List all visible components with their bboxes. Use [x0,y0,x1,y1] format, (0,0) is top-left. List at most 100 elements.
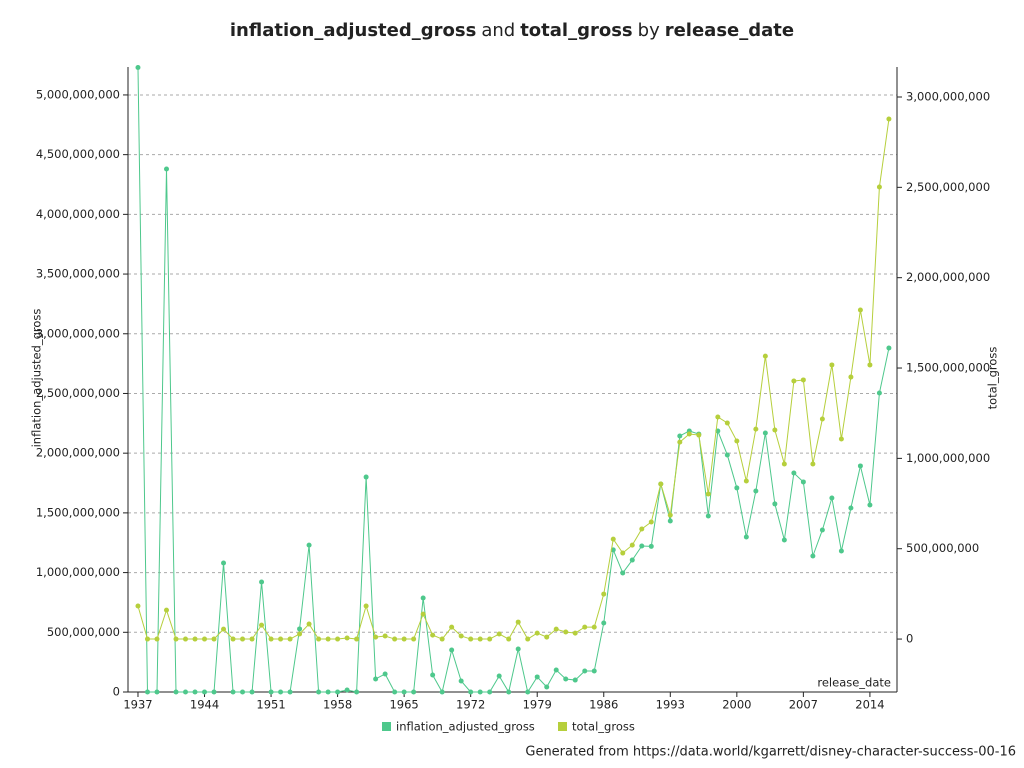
chart-title: inflation_adjusted_gross and total_gross by… [230,20,794,41]
data-point [477,689,483,695]
title-part: inflation_adjusted_gross [230,20,476,41]
y-tick-label: 2,000,000,000 [36,446,120,460]
legend-swatch [382,722,391,731]
data-point [601,591,607,597]
data-point [705,513,711,519]
data-point [724,420,730,426]
data-point [534,674,540,680]
data-point [430,672,436,678]
data-point [458,678,464,684]
data-point [487,689,493,695]
data-point [601,620,607,626]
data-point [325,689,331,695]
data-point [743,478,749,484]
x-tick-label: 1944 [190,698,219,712]
data-point [240,636,246,642]
data-point [439,636,445,642]
data-point [487,636,493,642]
data-point [325,636,331,642]
data-point [867,502,873,508]
data-point [163,607,169,613]
y2-tick-label: 1,500,000,000 [906,361,990,375]
x-tick-label: 1972 [456,698,485,712]
data-point [211,636,217,642]
data-point [221,626,227,632]
data-point [658,481,664,487]
data-point [781,461,787,467]
data-point [610,536,616,542]
data-point [144,689,150,695]
y2-axis-label: total_gross [986,347,1000,410]
data-point [506,636,512,642]
x-tick-label: 1958 [323,698,352,712]
data-point [677,433,683,439]
data-point [373,634,379,640]
data-point [886,116,892,122]
data-point [496,631,502,637]
data-point [772,501,778,507]
data-point [648,543,654,549]
data-point [430,632,436,638]
footer: Generated from https://data.world/kgarre… [525,745,1016,760]
y-tick-label: 3,500,000,000 [36,267,120,281]
x-tick-label: 2007 [789,698,818,712]
y2-tick-label: 3,000,000,000 [906,89,990,103]
data-point [572,630,578,636]
data-point [154,689,160,695]
data-point [411,689,417,695]
data-point [335,636,341,642]
data-point [278,636,284,642]
data-point [230,689,236,695]
y-tick-label: 3,000,000,000 [36,326,120,340]
data-point [420,595,426,601]
y2-tick-label: 2,500,000,000 [906,180,990,194]
data-point [591,624,597,630]
y-tick-label: 2,500,000,000 [36,386,120,400]
data-point [449,647,455,653]
data-point [259,622,265,628]
data-point [221,560,227,566]
data-point [230,636,236,642]
data-point [468,636,474,642]
data-point [506,689,512,695]
data-point [363,603,369,609]
data-point [135,64,141,70]
y-tick-label: 1,500,000,000 [36,505,120,519]
data-point [563,676,569,682]
data-point [401,636,407,642]
series-line [137,118,890,640]
y2-tick-label: 2,000,000,000 [906,270,990,284]
data-point [686,431,692,437]
data-point [572,677,578,683]
data-point [363,474,369,480]
data-point [639,543,645,549]
data-point [705,491,711,497]
data-point [819,416,825,422]
data-point [249,636,255,642]
data-point [620,550,626,556]
legend-label: inflation_adjusted_gross [396,720,535,734]
x-tick-label: 2000 [722,698,751,712]
data-point [867,362,873,368]
data-point [344,635,350,641]
data-point [810,553,816,559]
data-point [667,518,673,524]
data-point [800,377,806,383]
data-point [515,619,521,625]
data-point [163,166,169,172]
data-point [553,626,559,632]
data-point [582,668,588,674]
data-point [173,636,179,642]
data-point [838,436,844,442]
y-tick-label: 0 [113,685,120,699]
data-point [401,689,407,695]
y2-tick-label: 500,000,000 [906,541,979,555]
data-point [848,374,854,380]
x-tick-label: 2014 [855,698,884,712]
data-point [819,527,825,533]
data-point [838,548,844,554]
data-point [259,579,265,585]
data-point [886,345,892,351]
data-point [743,534,749,540]
data-point [639,526,645,532]
